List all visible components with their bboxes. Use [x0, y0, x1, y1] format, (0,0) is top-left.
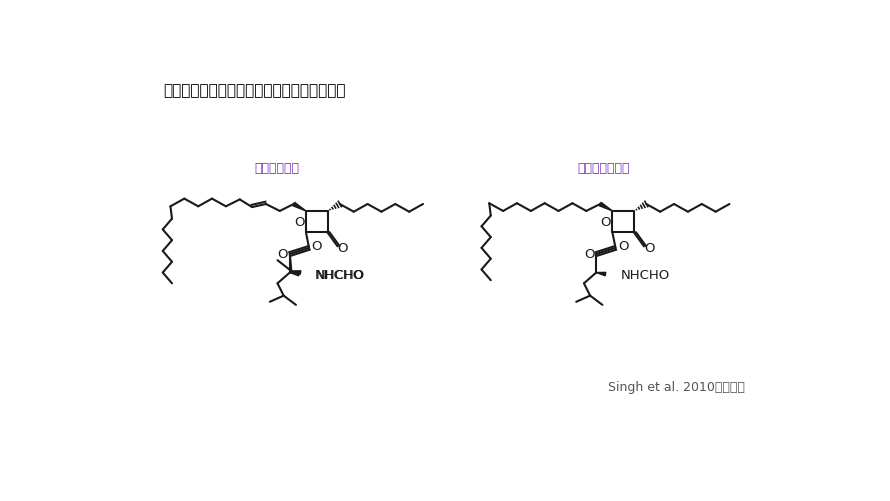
Text: O: O: [600, 216, 611, 229]
Text: O: O: [644, 242, 655, 255]
Text: リプスタチン: リプスタチン: [255, 162, 299, 175]
Text: リプスタチンとオルリスタットの化学構造式: リプスタチンとオルリスタットの化学構造式: [164, 83, 346, 98]
Text: O: O: [312, 239, 322, 253]
Text: O: O: [584, 247, 595, 260]
Text: O: O: [278, 247, 288, 260]
Polygon shape: [293, 203, 306, 211]
Text: NHCHO: NHCHO: [314, 269, 364, 282]
Polygon shape: [596, 273, 606, 276]
Polygon shape: [290, 273, 299, 276]
Text: O: O: [618, 239, 628, 253]
Text: O: O: [337, 242, 348, 255]
Polygon shape: [291, 271, 301, 275]
Text: オルリスタット: オルリスタット: [577, 162, 629, 175]
Text: NHCHO: NHCHO: [316, 268, 365, 281]
Polygon shape: [599, 203, 612, 211]
Text: Singh et al. 2010より引用: Singh et al. 2010より引用: [608, 381, 745, 394]
Text: O: O: [294, 216, 304, 229]
Text: NHCHO: NHCHO: [621, 269, 670, 282]
